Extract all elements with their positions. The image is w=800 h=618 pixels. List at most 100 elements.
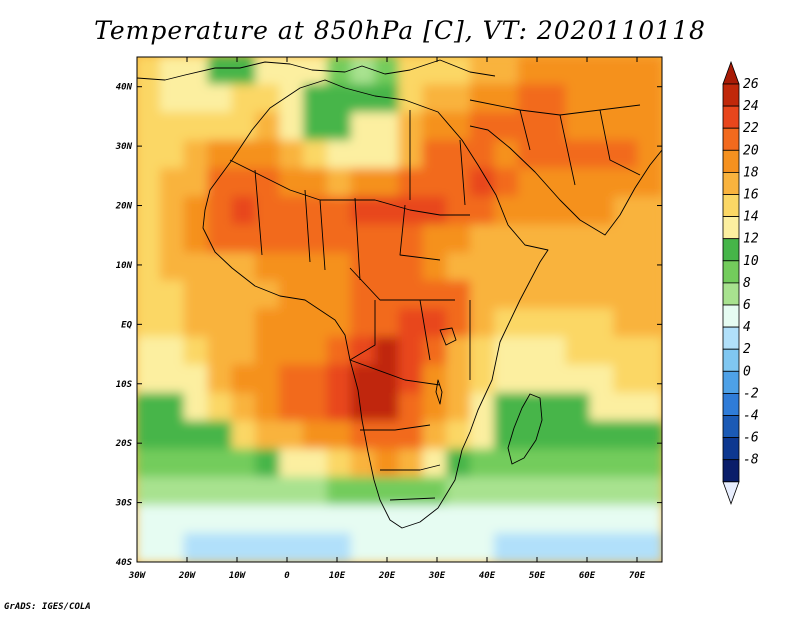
field-cell [350,532,377,562]
field-cell [350,364,377,395]
field-cell [207,168,234,199]
y-tick-label: 10N [116,261,133,271]
field-cell [494,168,520,199]
field-cell [398,364,425,395]
field-cell [446,84,473,115]
colorbar-label: 10 [743,254,759,269]
field-cell [279,504,306,535]
field-cell [541,336,568,367]
field-cell [613,280,640,311]
field-cell [422,448,449,479]
field-cell [303,392,329,423]
field-cell [350,224,377,255]
field-cell [613,392,640,423]
field-cell [231,224,258,255]
colorbar-band [722,127,740,151]
field-cell [541,57,568,87]
field-cell [326,196,353,227]
field-cell [137,336,162,367]
x-tick-label: 0 [284,571,290,581]
field-cell [137,84,162,115]
x-tick-label: 30E [428,571,446,581]
field-cell [589,420,616,451]
field-cell [279,196,306,227]
field-cell [326,420,353,451]
field-cell [470,308,496,339]
field-cell [303,57,329,87]
field-cell [303,168,329,199]
field-cell [137,57,162,87]
field-cell [613,448,640,479]
field-cell [470,336,496,367]
field-cell [159,140,186,171]
field-cell [517,168,544,199]
field-cell [303,280,329,311]
field-cell [470,252,496,283]
field-cell [159,364,186,395]
grads-credit: GrADS: IGES/COLA [4,602,91,612]
field-cell [326,112,353,143]
field-cell [517,280,544,311]
field-cell [446,140,473,171]
field-cell [255,476,282,507]
field-cell [470,392,496,423]
field-cell [589,224,616,255]
field-cell [494,532,520,562]
field-cell [279,448,306,479]
field-cell [517,448,544,479]
field-cell [231,364,258,395]
field-cell [517,196,544,227]
field-cell [565,308,592,339]
colorbar-label: 6 [743,298,751,313]
field-cell [183,140,210,171]
field-cell [613,84,640,115]
field-cell [279,280,306,311]
field-cell [137,252,162,283]
field-cell [517,504,544,535]
field-cell [446,364,473,395]
field-cell [231,448,258,479]
field-cell [303,420,329,451]
map-title: Temperature at 850hPa [C], VT: 202011011… [94,16,706,45]
field-cell [494,392,520,423]
field-cell [231,504,258,535]
field-cell [637,476,662,507]
field-cell [326,224,353,255]
field-cell [446,392,473,423]
field-cell [589,140,616,171]
field-cell [398,476,425,507]
colorbar-label: 14 [743,210,759,225]
field-cell [613,336,640,367]
field-cell [422,140,449,171]
field-cell [279,532,306,562]
field-cell [398,448,425,479]
field-cell [137,476,162,507]
field-cell [255,280,282,311]
field-cell [183,196,210,227]
field-cell [446,168,473,199]
y-tick-label: 40S [116,558,133,568]
field-cell [159,448,186,479]
field-cell [541,140,568,171]
field-cell [494,364,520,395]
field-cell [589,448,616,479]
field-cell [446,532,473,562]
x-tick-label: 30W [128,571,147,581]
field-cell [350,57,377,87]
field-cell [207,364,234,395]
field-cell [279,57,306,87]
field-cell [137,140,162,171]
field-cell [470,420,496,451]
field-cell [446,224,473,255]
field-cell [183,224,210,255]
field-cell [326,168,353,199]
y-tick-label: 40N [116,83,133,93]
field-cell [159,224,186,255]
field-cell [326,392,353,423]
field-cell [255,504,282,535]
field-cell [326,308,353,339]
field-cell [565,364,592,395]
field-cell [637,532,662,562]
field-cell [374,57,401,87]
